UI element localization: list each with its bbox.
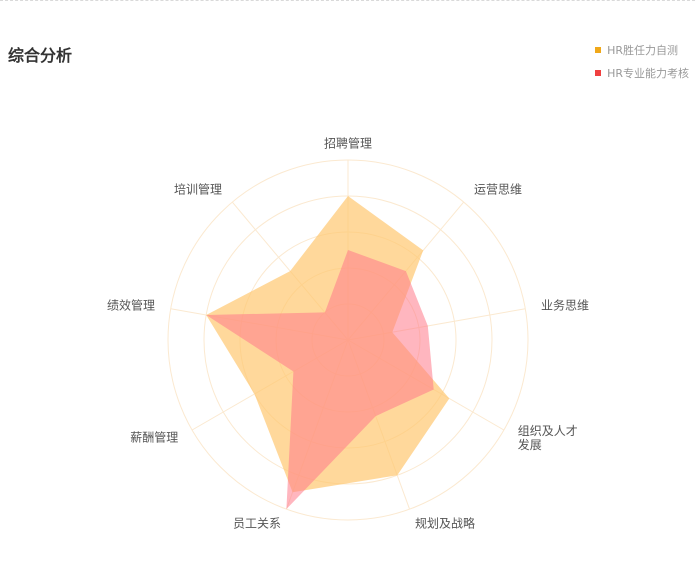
axis-label-3: 业务思维 <box>541 298 589 313</box>
legend-item-self-assessment[interactable]: HR胜任力自测 <box>595 42 689 58</box>
legend-label-self-assessment: HR胜任力自测 <box>607 44 678 57</box>
legend-swatch-professional-exam <box>595 70 602 76</box>
axis-label-7: 薪酬管理 <box>130 430 178 445</box>
axis-label-1: 招聘管理 <box>324 136 372 151</box>
axis-label-4: 组织及人才发展 <box>518 424 578 452</box>
axis-label-5: 规划及战略 <box>415 516 475 531</box>
legend: HR胜任力自测 HR专业能力考核 <box>595 42 689 88</box>
radar-area-series-2[interactable] <box>206 250 434 510</box>
axis-label-2: 运营思维 <box>474 182 522 196</box>
radar-areas <box>206 196 450 510</box>
axis-label-9: 培训管理 <box>174 181 222 196</box>
axis-label-6: 员工关系 <box>233 517 281 531</box>
legend-swatch-self-assessment <box>595 47 602 53</box>
axis-label-8: 绩效管理 <box>107 298 155 313</box>
legend-label-professional-exam: HR专业能力考核 <box>607 67 689 80</box>
chart-title: 综合分析 <box>8 46 73 65</box>
top-dashed-divider <box>0 0 695 1</box>
legend-item-professional-exam[interactable]: HR专业能力考核 <box>595 65 689 81</box>
